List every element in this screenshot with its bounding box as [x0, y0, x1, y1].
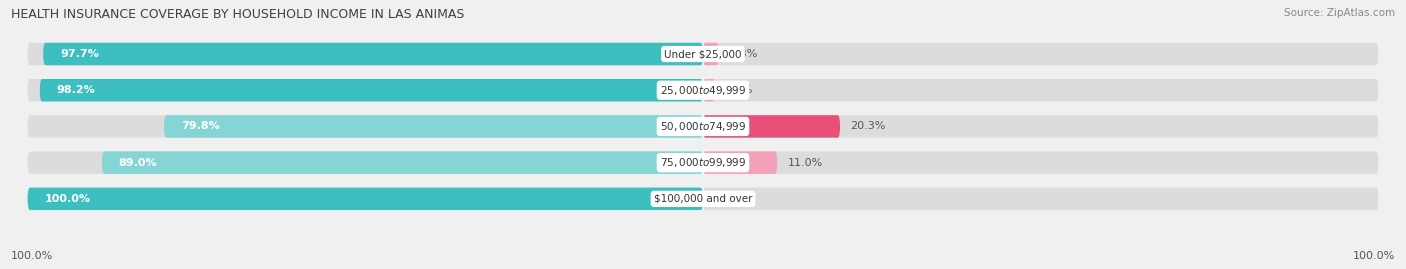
FancyBboxPatch shape [703, 115, 841, 138]
FancyBboxPatch shape [28, 43, 703, 65]
FancyBboxPatch shape [44, 43, 703, 65]
Text: 0.0%: 0.0% [713, 194, 741, 204]
FancyBboxPatch shape [28, 115, 703, 138]
FancyBboxPatch shape [101, 151, 703, 174]
FancyBboxPatch shape [28, 79, 703, 101]
Text: 100.0%: 100.0% [11, 251, 53, 261]
FancyBboxPatch shape [703, 115, 1378, 138]
FancyBboxPatch shape [703, 43, 718, 65]
Text: 2.3%: 2.3% [728, 49, 756, 59]
FancyBboxPatch shape [703, 151, 778, 174]
FancyBboxPatch shape [28, 188, 703, 210]
Text: $25,000 to $49,999: $25,000 to $49,999 [659, 84, 747, 97]
Text: $50,000 to $74,999: $50,000 to $74,999 [659, 120, 747, 133]
Text: 11.0%: 11.0% [787, 158, 823, 168]
Text: Under $25,000: Under $25,000 [664, 49, 742, 59]
FancyBboxPatch shape [703, 79, 716, 101]
Text: 89.0%: 89.0% [118, 158, 157, 168]
Text: 98.2%: 98.2% [56, 85, 96, 95]
Text: $100,000 and over: $100,000 and over [654, 194, 752, 204]
Text: HEALTH INSURANCE COVERAGE BY HOUSEHOLD INCOME IN LAS ANIMAS: HEALTH INSURANCE COVERAGE BY HOUSEHOLD I… [11, 8, 464, 21]
FancyBboxPatch shape [39, 79, 703, 101]
FancyBboxPatch shape [703, 188, 1378, 210]
Text: 100.0%: 100.0% [1353, 251, 1395, 261]
Text: Source: ZipAtlas.com: Source: ZipAtlas.com [1284, 8, 1395, 18]
FancyBboxPatch shape [703, 79, 1378, 101]
Text: 100.0%: 100.0% [45, 194, 90, 204]
FancyBboxPatch shape [703, 151, 1378, 174]
Text: 20.3%: 20.3% [851, 121, 886, 132]
Text: 1.8%: 1.8% [725, 85, 754, 95]
FancyBboxPatch shape [165, 115, 703, 138]
Text: 97.7%: 97.7% [60, 49, 98, 59]
FancyBboxPatch shape [28, 188, 703, 210]
Text: 79.8%: 79.8% [181, 121, 219, 132]
Text: $75,000 to $99,999: $75,000 to $99,999 [659, 156, 747, 169]
FancyBboxPatch shape [28, 151, 703, 174]
FancyBboxPatch shape [703, 43, 1378, 65]
